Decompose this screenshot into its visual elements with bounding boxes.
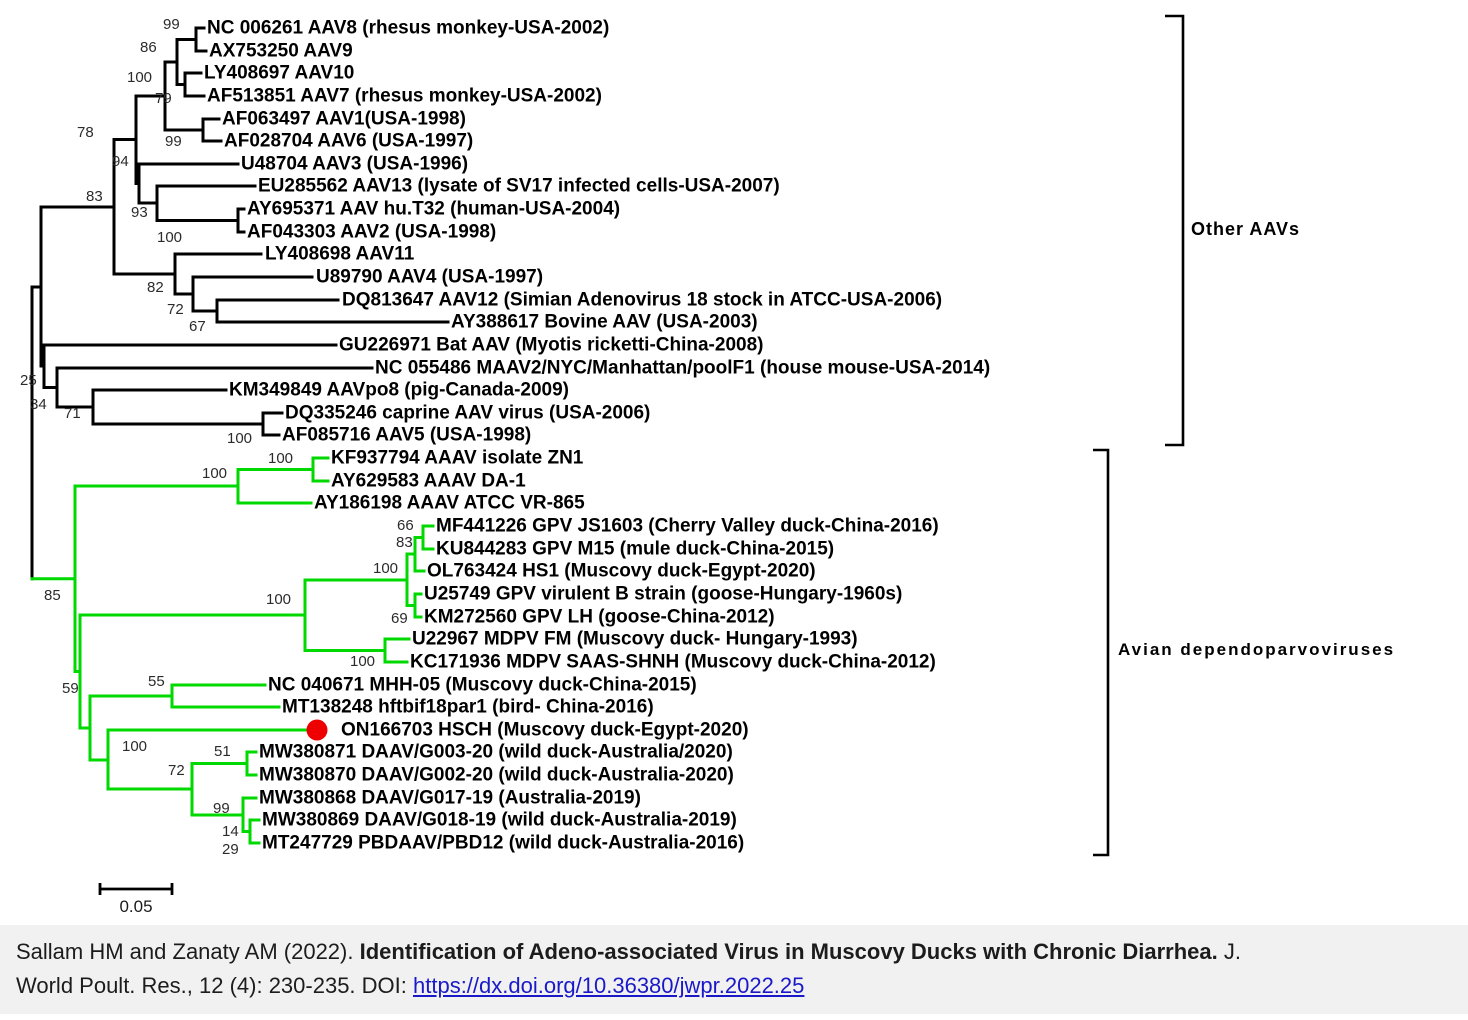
tip-label: KU844283 GPV M15 (mule duck-China-2015) [436,539,834,560]
tip-label: AF028704 AAV6 (USA-1997) [224,131,473,152]
tip-label: AF043303 AAV2 (USA-1998) [247,222,496,243]
tip-label: LY408697 AAV10 [204,63,354,84]
bootstrap-value: 29 [222,841,239,858]
tip-label: OL763424 HS1 (Muscovy duck-Egypt-2020) [427,561,816,582]
bootstrap-value: 25 [20,372,37,389]
bootstrap-value: 69 [391,610,408,627]
citation-journal-abbrev: J. [1217,939,1241,964]
tip-label: NC 040671 MHH-05 (Muscovy duck-China-201… [268,675,697,696]
clade-bracket [1093,448,1110,857]
citation-journal-info: World Poult. Res., 12 (4): 230-235. DOI: [16,973,413,998]
bootstrap-value: 100 [202,465,227,482]
isolate-marker-icon [306,719,328,741]
bootstrap-value: 99 [163,16,180,33]
bootstrap-value: 99 [213,800,230,817]
tip-label: MW380870 DAAV/G002-20 (wild duck-Austral… [259,765,734,786]
citation-bar: Sallam HM and Zanaty AM (2022). Identifi… [0,925,1468,1014]
bootstrap-value: 99 [165,133,182,150]
bootstrap-value: 100 [268,450,293,467]
bootstrap-value: 78 [77,124,94,141]
clade-label: Avian dependoparvoviruses [1118,640,1395,659]
bootstrap-value: 79 [155,90,172,107]
bootstrap-value: 72 [167,301,184,318]
bootstrap-value: 86 [140,39,157,56]
bootstrap-value: 100 [227,430,252,447]
bootstrap-value: 51 [214,743,231,760]
tip-label: AY629583 AAAV DA-1 [331,471,526,492]
bootstrap-value: 34 [30,396,47,413]
tip-label: DQ335246 caprine AAV virus (USA-2006) [285,403,650,424]
tip-label: DQ813647 AAV12 (Simian Adenovirus 18 sto… [342,290,942,311]
citation-line-1: Sallam HM and Zanaty AM (2022). Identifi… [16,935,1452,969]
bootstrap-value: 100 [266,591,291,608]
citation-line-2: World Poult. Res., 12 (4): 230-235. DOI:… [16,969,1452,1003]
bootstrap-value: 83 [86,188,103,205]
tip-label: KF937794 AAAV isolate ZN1 [331,448,584,469]
tip-label: U89790 AAV4 (USA-1997) [316,267,543,288]
tip-label: GU226971 Bat AAV (Myotis ricketti-China-… [339,335,763,356]
bootstrap-value: 67 [189,318,206,335]
tip-label: EU285562 AAV13 (lysate of SV17 infected … [258,176,780,197]
clade-bracket [1165,14,1185,447]
tip-label: MF441226 GPV JS1603 (Cherry Valley duck-… [436,516,939,537]
tip-label: U48704 AAV3 (USA-1996) [241,154,468,175]
scale-bar-label: 0.05 [119,897,152,916]
doi-link[interactable]: https://dx.doi.org/10.36380/jwpr.2022.25 [413,973,805,998]
bootstrap-value: 100 [127,69,152,86]
clade-label: Other AAVs [1191,219,1300,239]
tip-label: KM349849 AAVpo8 (pig-Canada-2009) [229,380,569,401]
tip-label: U25749 GPV virulent B strain (goose-Hung… [424,584,902,605]
tip-label: AF513851 AAV7 (rhesus monkey-USA-2002) [207,86,602,107]
tip-label: AY695371 AAV hu.T32 (human-USA-2004) [247,199,620,220]
tip-label: U22967 MDPV FM (Muscovy duck- Hungary-19… [412,629,858,650]
citation-title: Identification of Adeno-associated Virus… [359,939,1218,964]
bootstrap-value: 100 [157,229,182,246]
tip-label: MW380868 DAAV/G017-19 (Australia-2019) [259,788,641,809]
tip-label: NC 055486 MAAV2/NYC/Manhattan/poolF1 (ho… [375,358,990,379]
tip-label: ON166703 HSCH (Muscovy duck-Egypt-2020) [341,720,749,741]
tip-label: AF085716 AAV5 (USA-1998) [282,425,531,446]
bootstrap-value: 66 [397,517,414,534]
bootstrap-value: 55 [148,673,165,690]
bootstrap-value: 100 [122,738,147,755]
tip-label: AX753250 AAV9 [209,41,353,62]
bootstrap-value: 72 [168,762,185,779]
tip-label: MT247729 PBDAAV/PBD12 (wild duck-Austral… [262,833,744,854]
bootstrap-value: 93 [131,204,148,221]
tip-label: AY186198 AAAV ATCC VR-865 [314,493,585,514]
tip-label: LY408698 AAV11 [265,244,415,265]
bootstrap-value: 59 [62,680,79,697]
citation-authors: Sallam HM and Zanaty AM (2022). [16,939,360,964]
tip-label: MT138248 hftbif18par1 (bird- China-2016) [282,697,654,718]
bootstrap-value: 100 [373,560,398,577]
tip-label: AF063497 AAV1(USA-1998) [222,109,466,130]
bootstrap-value: 83 [396,534,413,551]
tip-label: AY388617 Bovine AAV (USA-2003) [451,312,758,333]
tip-label: NC 006261 AAV8 (rhesus monkey-USA-2002) [207,18,609,39]
phylogenetic-tree: NC 006261 AAV8 (rhesus monkey-USA-2002)A… [20,14,1395,916]
bootstrap-value: 85 [44,587,61,604]
bootstrap-value: 94 [112,153,129,170]
tip-label: KM272560 GPV LH (goose-China-2012) [424,607,775,628]
tip-label: MW380869 DAAV/G018-19 (wild duck-Austral… [262,810,737,831]
tip-label: MW380871 DAAV/G003-20 (wild duck-Austral… [259,742,733,763]
tip-label: KC171936 MDPV SAAS-SHNH (Muscovy duck-Ch… [410,652,936,673]
bootstrap-value: 82 [147,279,164,296]
bootstrap-value: 71 [64,405,81,422]
bootstrap-value: 14 [222,823,239,840]
bootstrap-value: 100 [350,653,375,670]
